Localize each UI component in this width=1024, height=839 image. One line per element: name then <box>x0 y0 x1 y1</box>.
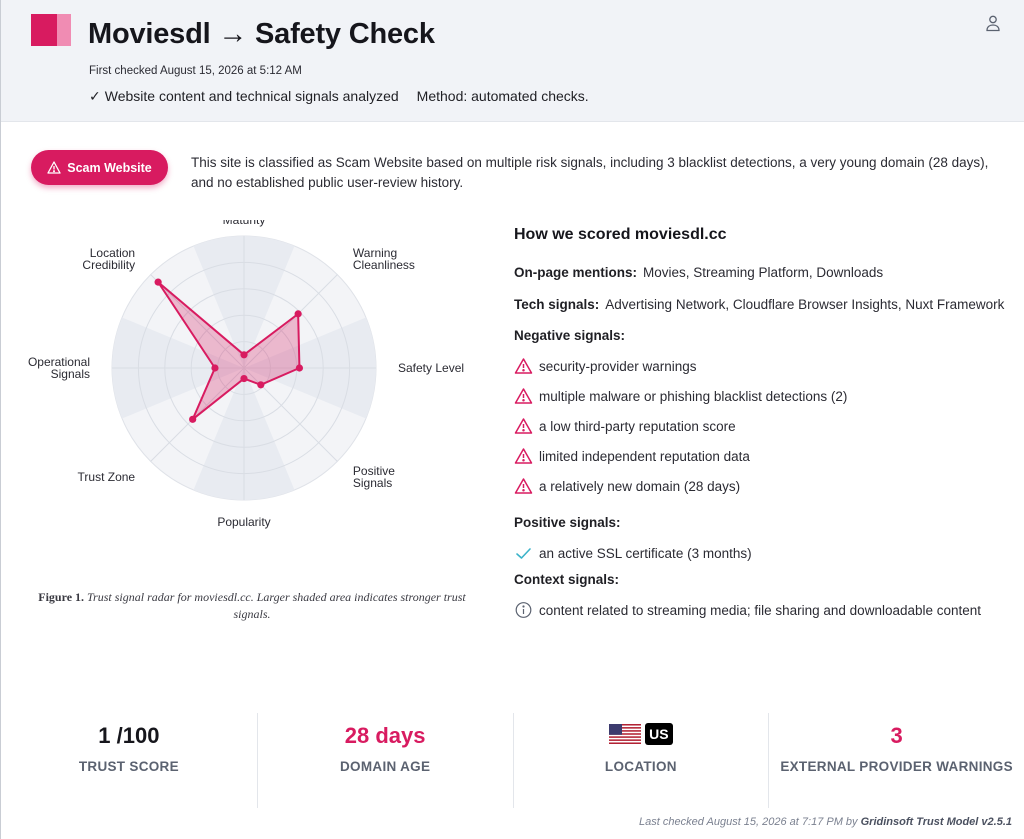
trust-score-value: 1 /100 <box>98 723 160 748</box>
warning-icon <box>47 161 61 174</box>
domain-age-value: 28 days <box>344 723 426 748</box>
radar-point <box>211 364 219 372</box>
first-checked-timestamp: First checked August 15, 2026 at 5:12 AM <box>89 65 302 77</box>
location-stat: US LOCATION <box>512 713 769 808</box>
negative-signal-item: limited independent reputation data <box>514 441 1014 471</box>
negative-signal-text: a relatively new domain (28 days) <box>539 478 741 494</box>
radar-caption: Figure 1. Trust signal radar for moviesd… <box>28 589 476 623</box>
negative-signal-text: a low third-party reputation score <box>539 418 736 434</box>
checkmark-icon: ✓ <box>89 88 101 104</box>
warning-triangle-icon <box>514 418 533 434</box>
method-text: Method: automated checks. <box>416 88 589 104</box>
negative-signal-item: a relatively new domain (28 days) <box>514 471 1014 501</box>
site-logo <box>31 14 71 46</box>
tech-signals: Tech signals: Advertising Network, Cloud… <box>514 295 1014 314</box>
on-page-value: Movies, Streaming Platform, Downloads <box>643 265 884 280</box>
positive-signals-title: Positive signals: <box>514 515 621 530</box>
negative-signal-item: security-provider warnings <box>514 351 1014 381</box>
warning-triangle-icon <box>514 478 533 494</box>
radar-axis-label: Popularity <box>217 515 270 529</box>
trust-score-stat: 1 /100 TRUST SCORE <box>1 713 257 808</box>
tech-label: Tech signals: <box>514 297 600 312</box>
radar-spoke <box>243 274 338 369</box>
domain-age-stat: 28 days DOMAIN AGE <box>256 713 513 808</box>
info-icon <box>515 602 532 618</box>
classification-summary: This site is classified as Scam Website … <box>191 155 989 190</box>
radar-axis-label: Warning Cleanliness <box>353 246 415 272</box>
radar-point <box>240 351 248 359</box>
page-header: Moviesdl → Safety Check First checked Au… <box>1 0 1024 122</box>
warning-triangle-icon <box>514 448 533 464</box>
us-flag-icon <box>609 724 642 744</box>
radar-axis-label: Location Credibility <box>82 246 135 272</box>
positive-signal-item: an active SSL certificate (3 months) <box>514 538 1014 568</box>
context-signals-title: Context signals: <box>514 572 620 587</box>
negative-signal-text: security-provider warnings <box>539 358 697 374</box>
radar-point <box>294 310 302 318</box>
negative-signal-text: limited independent reputation data <box>539 448 750 464</box>
user-icon[interactable] <box>985 14 1001 32</box>
stats-bar: 1 /100 TRUST SCORE 28 days DOMAIN AGE US… <box>1 713 1024 808</box>
trust-score-label: TRUST SCORE <box>78 759 179 774</box>
location-label: LOCATION <box>604 759 677 774</box>
scam-website-badge[interactable]: Scam Website <box>31 150 168 185</box>
scoring-heading: How we scored moviesdl.cc <box>514 226 727 243</box>
radar-axis-label: Operational Signals <box>28 355 90 381</box>
scoring-panel: How we scored moviesdl.cc On-page mentio… <box>514 226 1014 625</box>
context-signal-item: content related to streaming media; file… <box>514 595 1014 625</box>
footer-model: Gridinsoft Trust Model v2.5.1 <box>860 816 1012 828</box>
radar-point <box>189 415 197 423</box>
radar-axis-label: Trust Zone <box>78 470 136 484</box>
radar-axis-label: Safety Level <box>398 361 464 375</box>
warnings-value: 3 <box>890 723 903 748</box>
scam-badge-label: Scam Website <box>67 160 152 175</box>
footer-text: Last checked August 15, 2026 at 7:17 PM … <box>639 816 861 828</box>
page-title: Moviesdl → Safety Check <box>88 18 435 50</box>
radar-point <box>257 381 265 389</box>
radar-point <box>240 374 248 383</box>
warning-triangle-icon <box>514 358 533 374</box>
negative-signal-item: a low third-party reputation score <box>514 411 1014 441</box>
radar-point <box>295 364 304 372</box>
negative-signal-item: multiple malware or phishing blacklist d… <box>514 381 1014 411</box>
negative-signals-title: Negative signals: <box>514 328 626 343</box>
last-checked-footer: Last checked August 15, 2026 at 7:17 PM … <box>639 816 1012 828</box>
warnings-label: EXTERNAL PROVIDER WARNINGS <box>780 759 1013 774</box>
context-signal-text: content related to streaming media; file… <box>539 602 982 618</box>
analysis-status: ✓ Website content and technical signals a… <box>89 88 589 105</box>
radar-point <box>154 278 162 286</box>
warnings-stat: 3 EXTERNAL PROVIDER WARNINGS <box>768 713 1024 808</box>
warning-triangle-icon <box>514 388 533 404</box>
location-code: US <box>645 723 673 745</box>
radar-axis-label: DomainMaturity <box>223 220 266 227</box>
domain-age-label: DOMAIN AGE <box>340 759 431 774</box>
caption-label: Figure 1. <box>38 590 85 604</box>
analysis-text: Website content and technical signals an… <box>104 88 399 104</box>
caption-text: Trust signal radar for moviesdl.cc. Larg… <box>87 590 466 621</box>
location-value: US <box>514 723 769 745</box>
tech-value: Advertising Network, Cloudflare Browser … <box>605 297 1005 312</box>
checkmark-icon <box>516 548 531 559</box>
positive-signal-text: an active SSL certificate (3 months) <box>539 545 752 561</box>
negative-signals-list: security-provider warnings multiple malw… <box>514 351 1014 501</box>
radar-axis-label: Positive Signals <box>353 464 395 490</box>
negative-signal-text: multiple malware or phishing blacklist d… <box>539 388 848 404</box>
on-page-label: On-page mentions: <box>514 265 638 280</box>
on-page-mentions: On-page mentions: Movies, Streaming Plat… <box>514 263 1014 282</box>
